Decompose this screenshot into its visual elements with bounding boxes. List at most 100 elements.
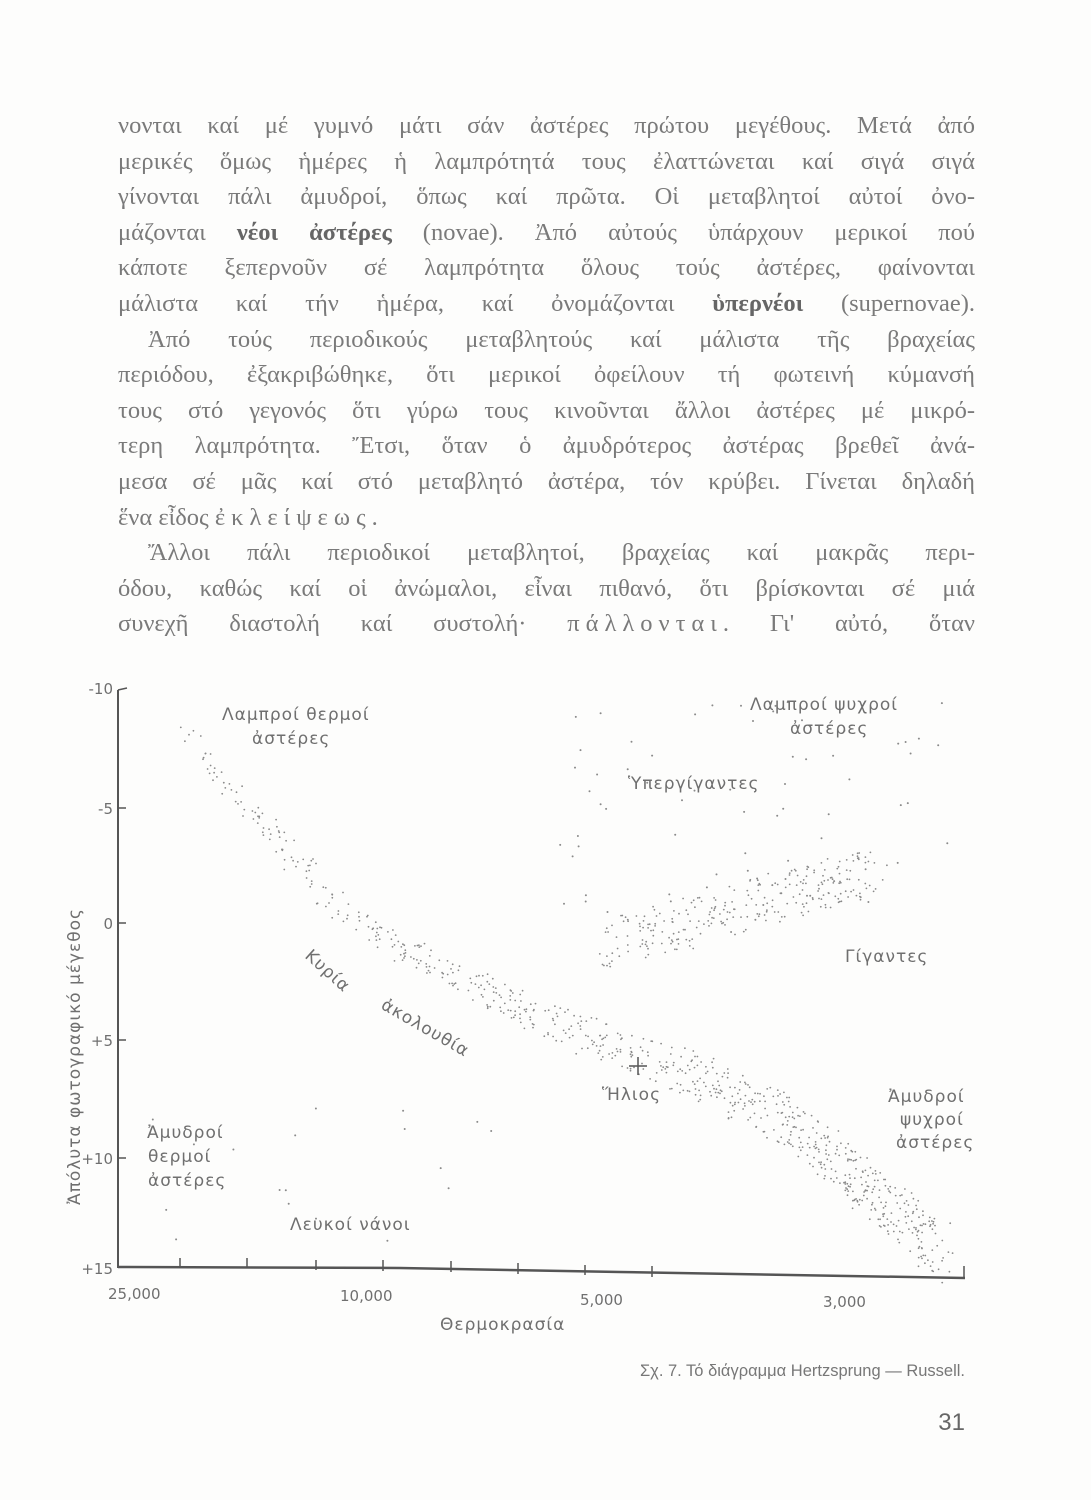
star-dot [826, 1158, 829, 1161]
body-text: νονται καί μέ γυμνό μάτι σάν ἀστέρες πρώ… [118, 108, 975, 642]
star-dot [222, 781, 225, 784]
star-dot [880, 1201, 882, 1204]
star-dot [377, 934, 380, 936]
star-dot [579, 749, 582, 752]
star-dot [446, 973, 449, 976]
star-dot [834, 895, 837, 898]
star-dot [609, 965, 612, 968]
star-dot [777, 1095, 779, 1097]
star-dot [719, 1092, 721, 1095]
star-dot [794, 869, 797, 872]
star-dot [660, 1069, 663, 1071]
star-dot [533, 1008, 535, 1011]
star-dot [577, 1022, 579, 1025]
star-dot [936, 1244, 939, 1247]
star-dot [802, 1128, 804, 1131]
star-dot [559, 1007, 562, 1009]
star-dot [861, 1199, 864, 1202]
star-dot [654, 925, 656, 927]
star-dot [512, 1016, 515, 1019]
star-dot [790, 1143, 792, 1146]
star-dot [874, 1209, 877, 1211]
star-dot [574, 766, 576, 769]
star-dot [760, 1117, 762, 1119]
star-dot [917, 1265, 920, 1268]
star-dot [448, 982, 451, 985]
star-dot [564, 1032, 567, 1034]
star-dot [367, 925, 370, 928]
star-dot [652, 905, 654, 908]
star-dot [901, 1231, 904, 1234]
star-dot [772, 710, 775, 713]
star-dot [277, 830, 280, 832]
star-dot [651, 942, 654, 945]
star-dot [567, 1008, 569, 1011]
star-dot [766, 902, 769, 905]
star-dot [552, 1019, 555, 1022]
figure-caption: Σχ. 7. Τό διάγραμμα Hertzsprung — Russel… [640, 1362, 965, 1380]
star-dot [261, 831, 264, 834]
star-dot [554, 1005, 556, 1008]
star-dot [924, 1254, 927, 1257]
star-dot [855, 1158, 858, 1161]
text-line: συνεχῆ διαστολή καί συστολή· πάλλονται. … [118, 606, 975, 642]
star-dot [580, 1020, 583, 1022]
star-dot [375, 931, 378, 934]
star-dot [591, 1039, 593, 1042]
star-dot [852, 1190, 854, 1193]
star-dot [574, 715, 577, 718]
star-dot [890, 1212, 893, 1214]
star-dot [386, 1239, 389, 1242]
star-dot [188, 733, 190, 736]
star-dot [868, 884, 871, 887]
star-dot [611, 952, 614, 955]
star-dot [315, 862, 317, 865]
star-dot [571, 855, 574, 858]
star-dot [374, 921, 377, 924]
star-dot [626, 944, 629, 946]
star-dot [784, 886, 787, 889]
star-dot [664, 1068, 667, 1070]
star-dot [641, 1049, 644, 1052]
star-dot [745, 904, 748, 906]
star-dot [192, 1143, 195, 1146]
star-dot [486, 973, 489, 976]
star-dot [784, 878, 787, 880]
star-dot [790, 1130, 792, 1133]
star-dot [791, 755, 794, 758]
star-dot [724, 904, 726, 907]
star-dot [880, 1226, 882, 1228]
star-dot [696, 897, 699, 899]
star-dot [741, 1074, 744, 1077]
star-dot [414, 945, 416, 947]
star-dot [874, 1173, 877, 1175]
star-dot [500, 1010, 502, 1013]
star-dot [645, 940, 648, 943]
star-dot [531, 1023, 534, 1025]
star-dot [454, 982, 457, 985]
star-dot [823, 1163, 826, 1166]
star-dot [694, 1055, 696, 1058]
star-dot [209, 764, 212, 767]
star-dot [849, 869, 852, 872]
label-bright-hot: ἀστέρες [252, 729, 330, 749]
star-dot [452, 984, 454, 987]
star-dot [813, 1145, 815, 1148]
star-dot [655, 915, 658, 917]
star-dot [576, 835, 579, 837]
star-dot [903, 1202, 906, 1205]
star-dot [492, 991, 495, 993]
star-dot [204, 752, 207, 755]
star-dot [892, 1230, 895, 1233]
star-dot [700, 900, 703, 903]
star-dot [839, 880, 841, 883]
star-dot [882, 1215, 885, 1218]
star-dot [779, 920, 781, 923]
star-dot [290, 856, 293, 859]
star-dot [713, 909, 715, 912]
star-dot [829, 876, 832, 879]
star-dot [575, 1052, 578, 1055]
star-dot [477, 986, 480, 989]
text-segment: μάζονται [118, 218, 237, 246]
star-dot [847, 1142, 850, 1145]
